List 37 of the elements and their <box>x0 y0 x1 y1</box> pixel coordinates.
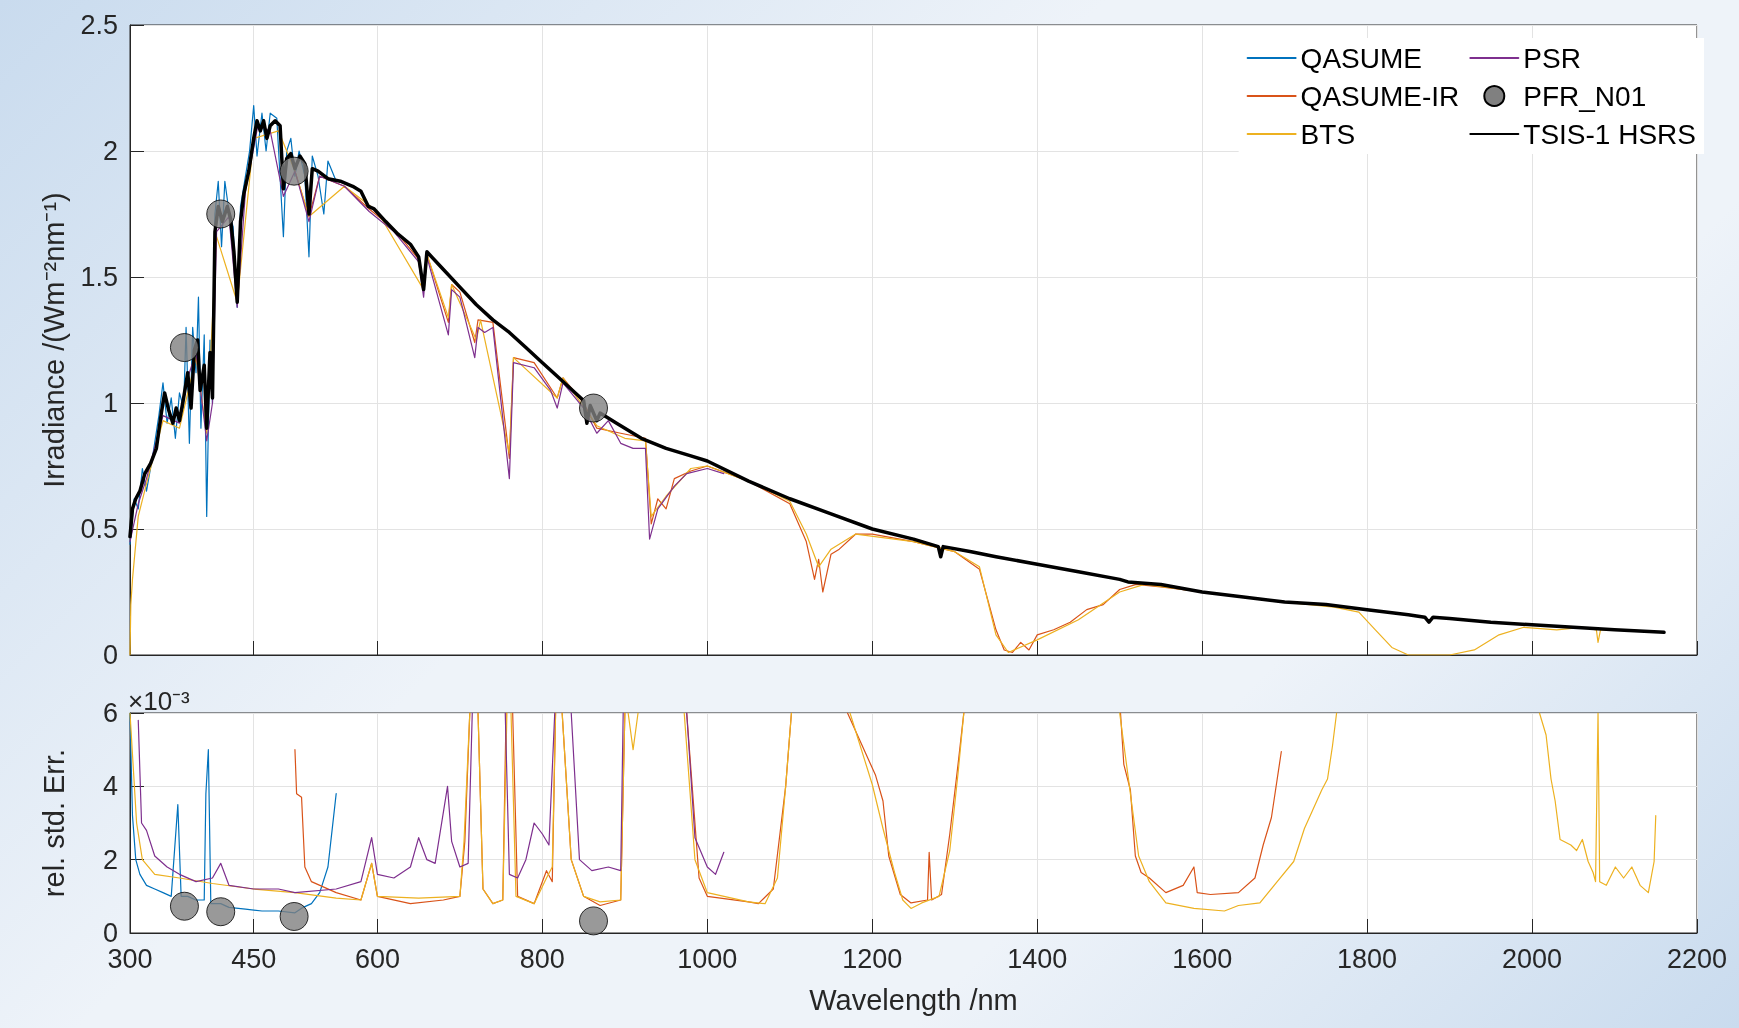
y-tick-label: 0.5 <box>80 514 118 544</box>
point <box>169 891 199 921</box>
x-tick-label: 2200 <box>1666 943 1728 974</box>
legend-label: TSIS-1 HSRS <box>1523 118 1696 150</box>
y-axis-title: Irradiance /(Wm⁻²nm⁻¹) <box>37 192 70 488</box>
x-tick-label: 1400 <box>1007 943 1068 974</box>
legend-label: QASUME <box>1300 42 1422 74</box>
x-tick-label: 1800 <box>1337 943 1398 974</box>
y-tick-label: 1.5 <box>80 262 118 292</box>
point <box>279 156 309 186</box>
x-tick-label: 1600 <box>1172 943 1233 974</box>
point <box>579 906 608 936</box>
point <box>169 333 199 363</box>
point <box>206 897 236 927</box>
y-tick-label: 0 <box>102 640 118 670</box>
legend-label: BTS <box>1300 118 1356 150</box>
legend-label: PFR_N01 <box>1523 80 1647 112</box>
y-tick-label: 6 <box>102 698 118 728</box>
y-tick-label: 2 <box>102 844 118 875</box>
y-tick-label: 4 <box>102 771 118 802</box>
legend-label: PSR <box>1523 42 1581 74</box>
y-axis-title: rel. std. Err. <box>37 748 70 898</box>
y-tick-label: 1 <box>102 388 118 418</box>
y-tick-label: 2 <box>102 136 118 166</box>
x-tick-label: 450 <box>231 943 277 974</box>
x-tick-label: 1200 <box>842 943 903 974</box>
x-axis-title: Wavelength /nm <box>809 983 1018 1016</box>
y-tick-label: 2.5 <box>80 10 118 40</box>
x-tick-label: 800 <box>519 943 565 974</box>
point <box>279 902 309 931</box>
point <box>206 199 236 229</box>
legend-label: QASUME-IR <box>1300 80 1460 112</box>
point <box>579 393 608 423</box>
annotation: ×10⁻³ <box>128 686 191 716</box>
x-tick-label: 1000 <box>677 943 738 974</box>
x-tick-label: 2000 <box>1502 943 1563 974</box>
x-tick-label: 600 <box>354 943 400 974</box>
